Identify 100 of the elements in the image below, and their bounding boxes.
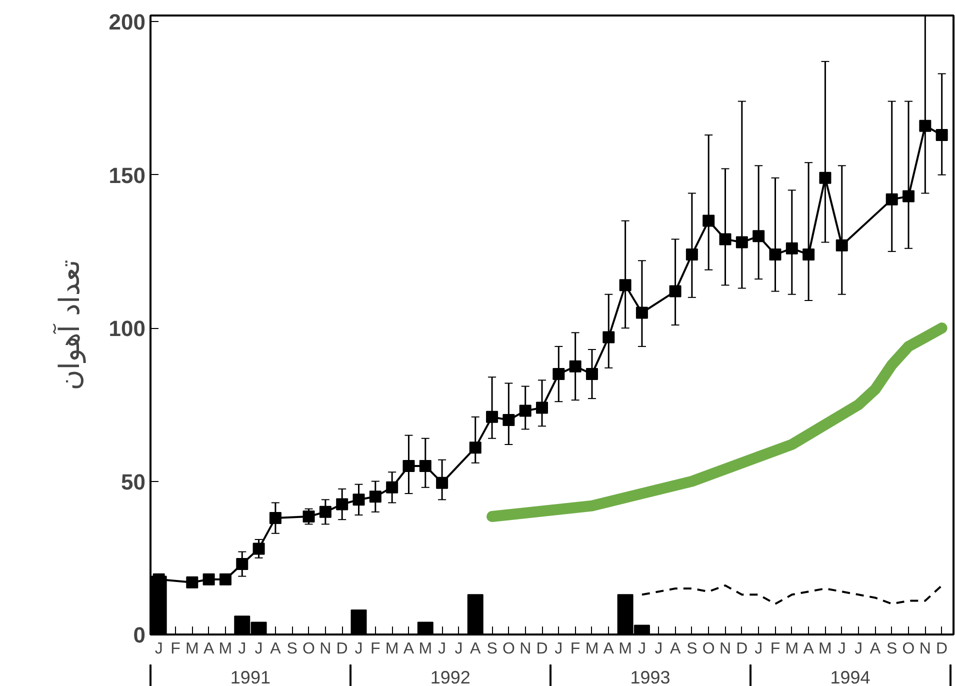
x-tick-label: F — [370, 640, 381, 658]
x-tick-label: A — [270, 640, 282, 658]
x-tick-label: O — [902, 640, 915, 658]
x-tick-label: M — [418, 640, 432, 658]
x-tick-label: M — [785, 640, 799, 658]
point — [336, 498, 348, 510]
x-tick-label: A — [603, 640, 614, 658]
x-tick-label: O — [502, 640, 515, 658]
point — [752, 230, 765, 242]
y-tick-label: 200 — [108, 10, 146, 35]
point — [402, 460, 415, 472]
point — [602, 331, 615, 344]
x-tick-label: N — [719, 640, 732, 658]
point — [736, 236, 748, 248]
x-tick-label: J — [354, 640, 363, 658]
x-tick-label: M — [618, 640, 632, 658]
point — [902, 190, 915, 202]
text: 1991 — [230, 668, 270, 686]
text: 1994 — [830, 668, 870, 686]
x-tick-label: A — [870, 640, 881, 658]
x-tick-label: J — [154, 640, 163, 658]
point — [702, 214, 715, 227]
x-tick-label: A — [470, 640, 482, 658]
point — [419, 460, 432, 472]
x-tick-label: J — [854, 640, 863, 658]
x-tick-label: M — [818, 640, 832, 658]
point — [269, 512, 282, 524]
line-series — [640, 584, 943, 605]
x-tick-label: F — [770, 640, 780, 658]
point — [186, 576, 198, 588]
point — [619, 279, 632, 292]
point — [536, 402, 548, 414]
y-tick-label: 50 — [121, 469, 146, 494]
y-tick-label: 100 — [108, 316, 146, 342]
x-tick-label: A — [670, 640, 681, 658]
x-tick-label: F — [170, 640, 181, 658]
x-tick-label: M — [185, 640, 199, 658]
x-tick-label: D — [736, 640, 748, 658]
x-tick-label: M — [385, 640, 399, 658]
point — [686, 248, 698, 261]
x-tick-label: S — [286, 640, 298, 658]
point — [886, 193, 898, 206]
point — [236, 558, 248, 570]
point — [636, 306, 648, 319]
x-tick-label: A — [203, 640, 214, 658]
point — [836, 239, 848, 252]
x-tick-label: A — [803, 640, 814, 658]
point — [519, 404, 532, 417]
x-tick-label: D — [536, 640, 548, 658]
point — [586, 368, 598, 380]
x-tick-label: J — [754, 640, 763, 658]
x-tick-label: J — [438, 640, 446, 658]
point — [819, 172, 832, 184]
y-axis-title: تعداد آهوان — [52, 260, 86, 390]
x-tick-label: F — [570, 640, 580, 658]
x-tick-label: S — [686, 640, 698, 658]
point — [919, 120, 932, 132]
x-tick-label: M — [585, 640, 599, 658]
point — [769, 248, 782, 261]
text: 1993 — [630, 668, 670, 686]
point — [786, 242, 798, 254]
x-tick-label: S — [486, 640, 498, 658]
point — [486, 410, 498, 423]
x-tick-label: M — [218, 640, 232, 658]
point — [352, 494, 365, 506]
x-tick-label: N — [320, 640, 332, 658]
point — [802, 248, 815, 261]
point — [302, 510, 315, 523]
x-tick-label: J — [254, 640, 263, 658]
point — [202, 573, 215, 586]
y-tick-label: 0 — [133, 622, 146, 648]
point — [469, 442, 482, 454]
x-tick-label: J — [454, 640, 463, 658]
text: 1992 — [430, 668, 470, 686]
point — [252, 542, 265, 555]
x-tick-label: S — [886, 640, 898, 658]
x-tick-label: J — [554, 640, 563, 658]
point — [319, 506, 332, 518]
point — [219, 573, 232, 586]
point — [386, 481, 398, 494]
x-tick-label: A — [403, 640, 414, 658]
x-tick-label: O — [702, 640, 715, 658]
point — [936, 129, 948, 142]
point — [569, 360, 582, 372]
point — [369, 490, 382, 503]
x-tick-label: N — [520, 640, 532, 658]
point — [552, 368, 565, 380]
y-tick-label: 150 — [108, 162, 146, 188]
x-tick-label: O — [302, 640, 315, 658]
x-tick-label: J — [654, 640, 663, 658]
point — [719, 233, 732, 246]
x-tick-label: D — [936, 640, 948, 658]
point — [669, 285, 682, 298]
x-tick-label: N — [919, 640, 931, 658]
x-tick-label: J — [838, 640, 846, 658]
point — [502, 414, 515, 426]
x-tick-label: D — [336, 640, 348, 658]
x-tick-label: J — [238, 640, 246, 658]
point — [436, 476, 448, 489]
x-tick-label: J — [638, 640, 646, 658]
